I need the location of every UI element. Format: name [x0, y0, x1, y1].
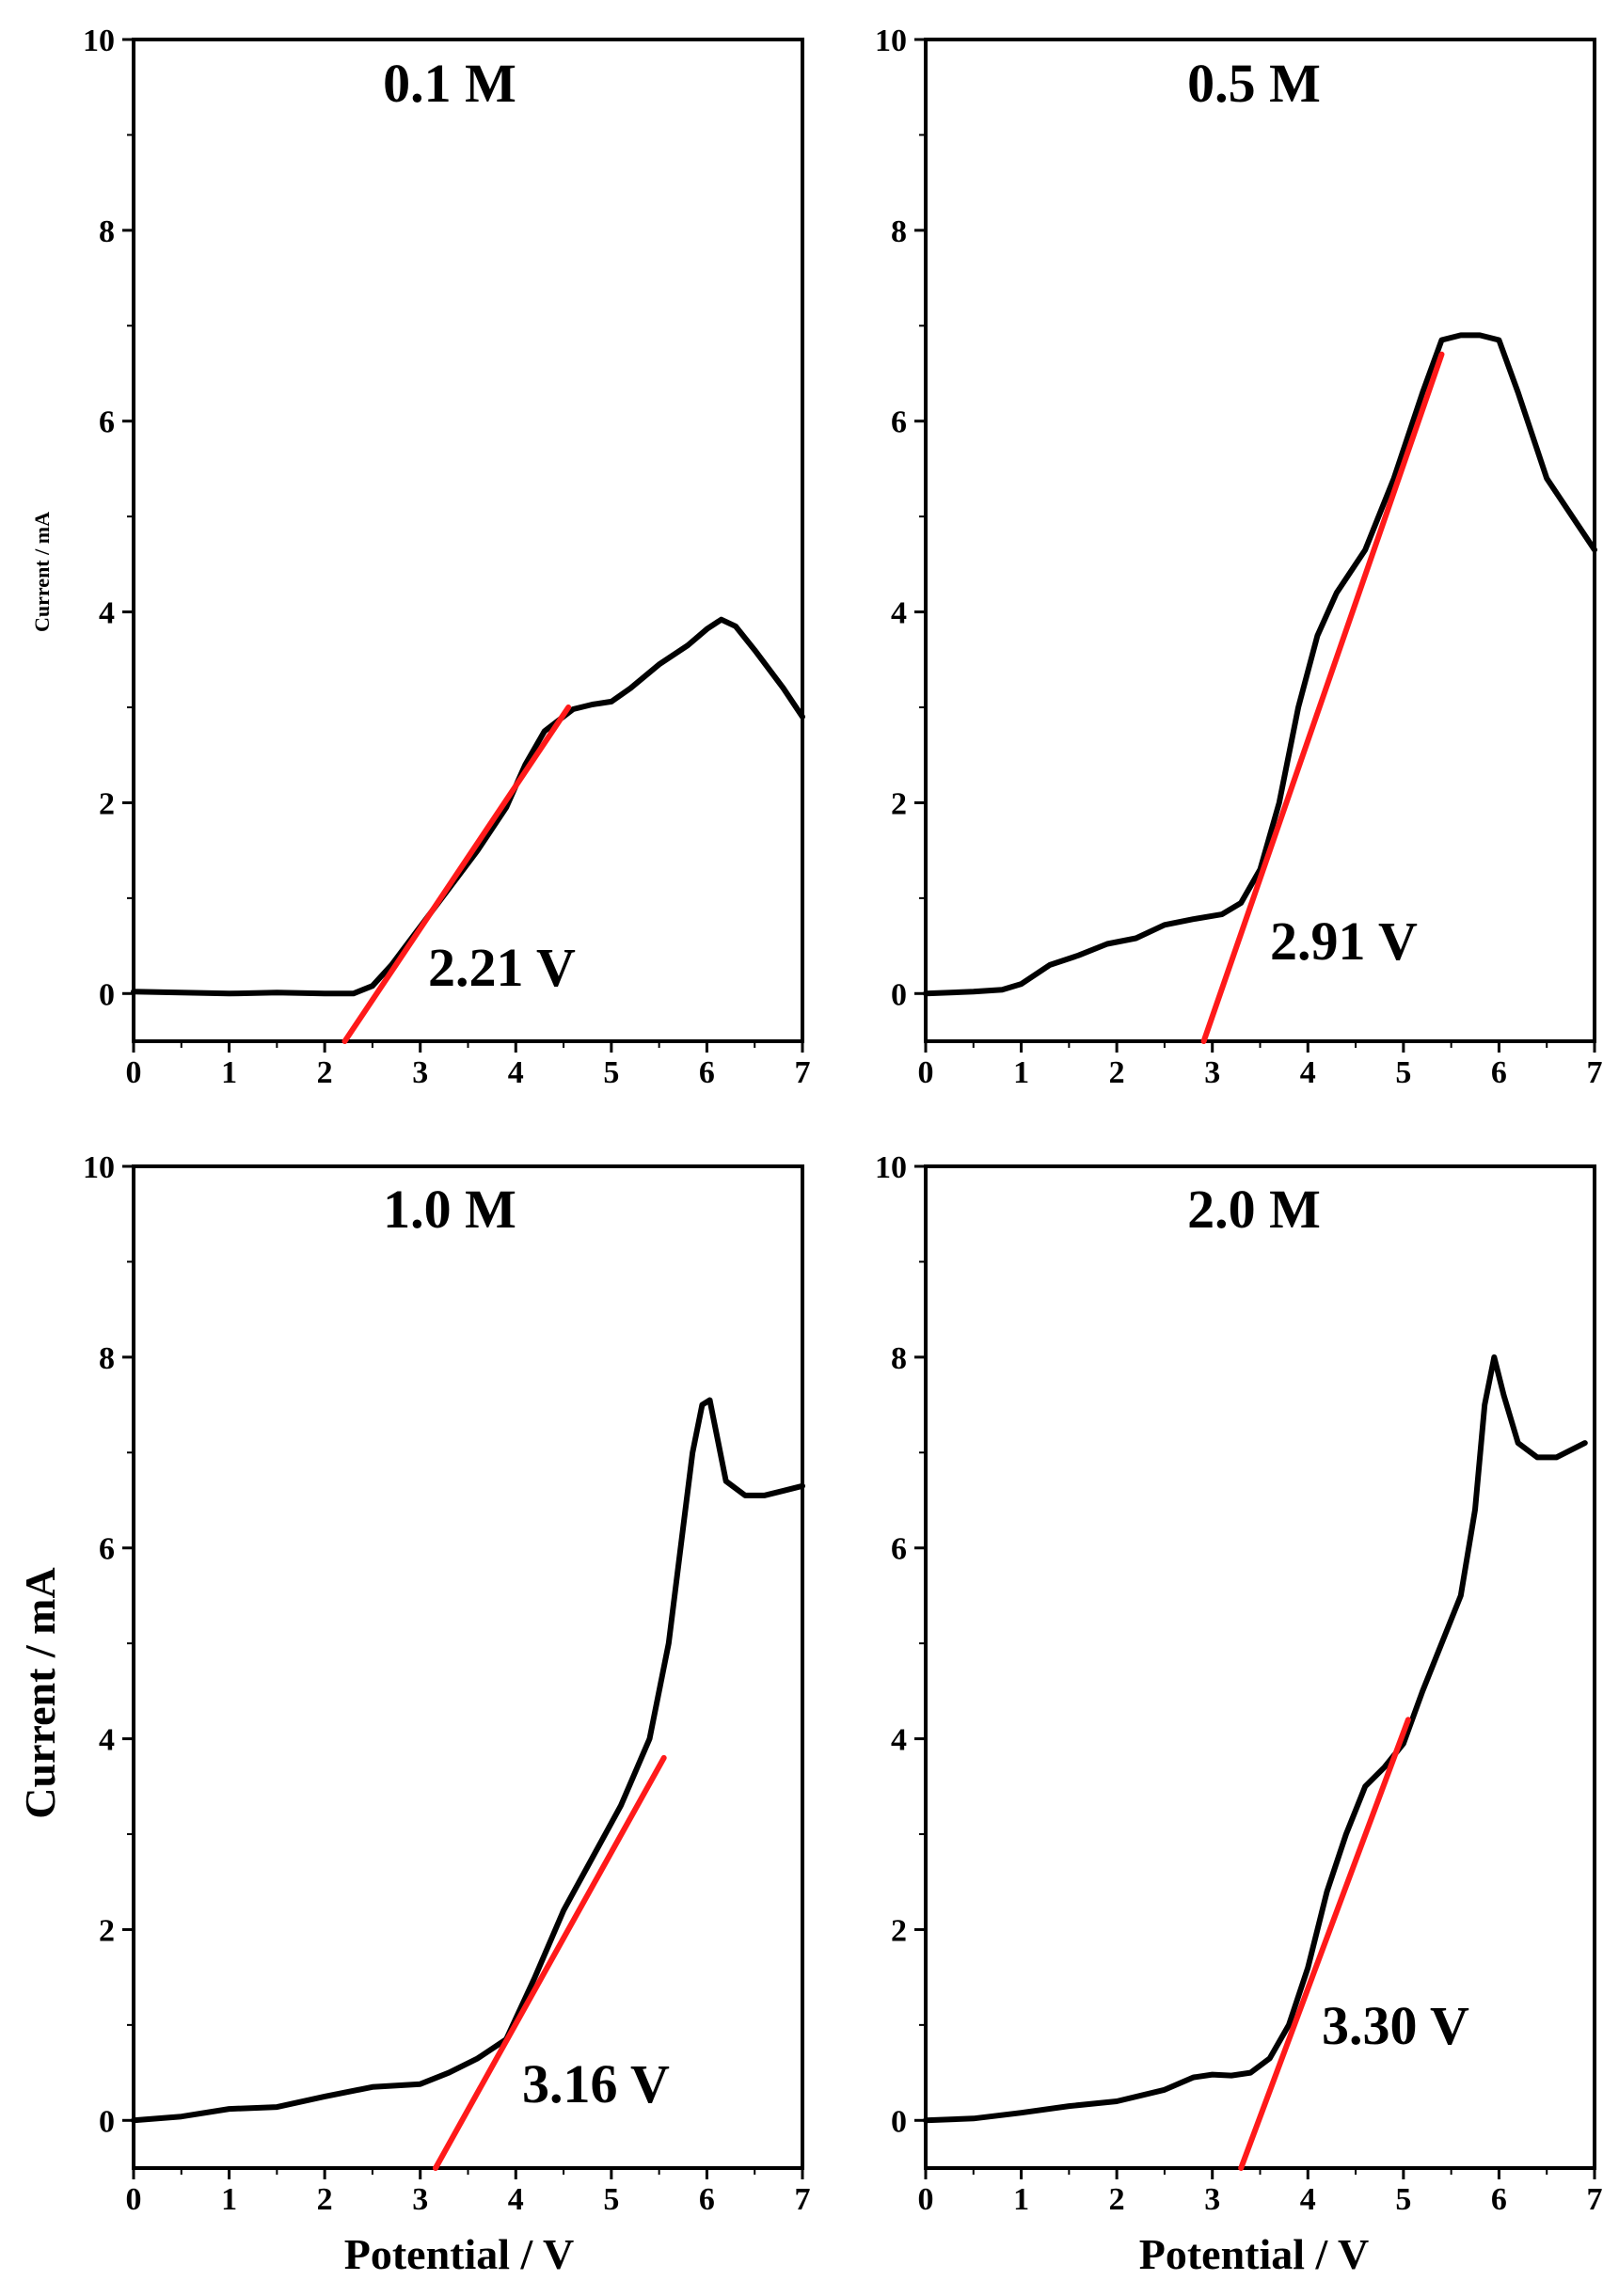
y-tick-label: 10: [83, 1150, 115, 1185]
tangent-fit-line: [1238, 1717, 1411, 2171]
y-tick-label: 2: [891, 1913, 907, 1948]
y-tick-label: 8: [891, 214, 907, 249]
panel-title: 0.1 M: [383, 53, 516, 114]
y-tick-label: 6: [891, 1532, 907, 1567]
x-tick-label: 5: [1395, 1055, 1411, 1090]
plot-frame: [132, 1164, 804, 2170]
x-tick-label: 4: [1300, 1055, 1316, 1090]
y-tick-label: 8: [891, 1341, 907, 1376]
x-axis-title-right: Potential / V: [1139, 2230, 1369, 2278]
plot-frame: [924, 38, 1596, 1043]
y-tick-label: 10: [875, 1150, 907, 1185]
x-tick-label: 5: [603, 1055, 619, 1090]
x-tick-label: 1: [1013, 2182, 1029, 2217]
x-tick-label: 2: [1109, 1055, 1125, 1090]
y-tick-label: 2: [99, 786, 115, 821]
x-tick-label: 4: [508, 2182, 524, 2217]
y-tick-label: 2: [891, 786, 907, 821]
x-tick-label: 7: [1587, 2182, 1603, 2217]
x-tick-label: 2: [1109, 2182, 1125, 2217]
x-tick-label: 4: [508, 1055, 524, 1090]
x-tick-label: 4: [1300, 2182, 1316, 2217]
x-tick-label: 3: [1204, 1055, 1220, 1090]
x-tick-label: 3: [412, 1055, 428, 1090]
tangent-fit-line: [341, 705, 572, 1044]
onset-potential-label: 3.30 V: [1322, 1995, 1469, 2056]
current-curve: [923, 1354, 1588, 2124]
plot-frame: [132, 38, 804, 1043]
panel-0p1m: 0 1 2 3 4 5 6 7 0 2 4 6 8 10 0.1 M 2.21 V: [83, 24, 811, 1090]
y-tick-label: 8: [99, 214, 115, 249]
y-tick-label: 4: [99, 596, 115, 631]
panel-title: 1.0 M: [383, 1179, 516, 1240]
x-tick-label: 0: [918, 2182, 934, 2217]
x-tick-label: 0: [918, 1055, 934, 1090]
tangent-fit-line: [1200, 351, 1445, 1044]
panel-0p5m: 0 1 2 3 4 5 6 7 0 2 4 6 8 10 0.5 M 2.91 V: [875, 24, 1603, 1090]
onset-potential-label: 2.21 V: [428, 937, 576, 998]
x-tick-label: 1: [221, 1055, 237, 1090]
x-tick-label: 6: [1491, 2182, 1507, 2217]
y-tick-label: 6: [99, 1532, 115, 1567]
current-curve: [131, 616, 805, 997]
x-tick-label: 7: [1587, 1055, 1603, 1090]
y-axis-title-small: Current / mA: [30, 512, 54, 632]
y-tick-label: 6: [99, 405, 115, 440]
panel-title: 2.0 M: [1187, 1179, 1321, 1240]
x-tick-label: 3: [1204, 2182, 1220, 2217]
y-tick-label: 0: [891, 2104, 907, 2139]
x-tick-label: 0: [126, 1055, 142, 1090]
y-tick-label: 4: [891, 596, 907, 631]
onset-potential-label: 3.16 V: [522, 2053, 670, 2114]
y-axis-title: Current / mA: [16, 1567, 64, 1818]
x-tick-label: 7: [795, 2182, 811, 2217]
onset-potential-label: 2.91 V: [1270, 910, 1418, 972]
x-tick-label: 2: [317, 2182, 333, 2217]
panel-2p0m: 0 1 2 3 4 5 6 7 0 2 4 6 8 10 2.0 M 3.30 V: [875, 1150, 1603, 2217]
y-tick-label: 4: [99, 1723, 115, 1758]
x-tick-label: 7: [795, 1055, 811, 1090]
panel-1p0m: 0 1 2 3 4 5 6 7 0 2 4 6 8 10 1.0 M 3.16 V: [83, 1150, 811, 2217]
x-tick-label: 5: [603, 2182, 619, 2217]
x-tick-label: 0: [126, 2182, 142, 2217]
x-tick-label: 1: [1013, 1055, 1029, 1090]
y-tick-label: 4: [891, 1723, 907, 1758]
x-tick-label: 1: [221, 2182, 237, 2217]
current-curve: [923, 332, 1597, 997]
y-tick-label: 0: [99, 2104, 115, 2139]
y-tick-label: 0: [891, 977, 907, 1012]
y-tick-label: 10: [83, 24, 115, 58]
tangent-fit-line: [433, 1754, 667, 2171]
plot-frame: [924, 1164, 1596, 2170]
current-curve: [131, 1397, 805, 2124]
x-tick-label: 2: [317, 1055, 333, 1090]
x-tick-label: 6: [1491, 1055, 1507, 1090]
x-tick-label: 6: [699, 2182, 715, 2217]
y-tick-label: 6: [891, 405, 907, 440]
panel-title: 0.5 M: [1187, 53, 1321, 114]
y-tick-label: 8: [99, 1341, 115, 1376]
y-tick-label: 2: [99, 1913, 115, 1948]
x-tick-label: 5: [1395, 2182, 1411, 2217]
y-tick-label: 10: [875, 24, 907, 58]
x-tick-label: 6: [699, 1055, 715, 1090]
x-axis-title-left: Potential / V: [344, 2230, 574, 2278]
y-tick-label: 0: [99, 977, 115, 1012]
x-tick-label: 3: [412, 2182, 428, 2217]
